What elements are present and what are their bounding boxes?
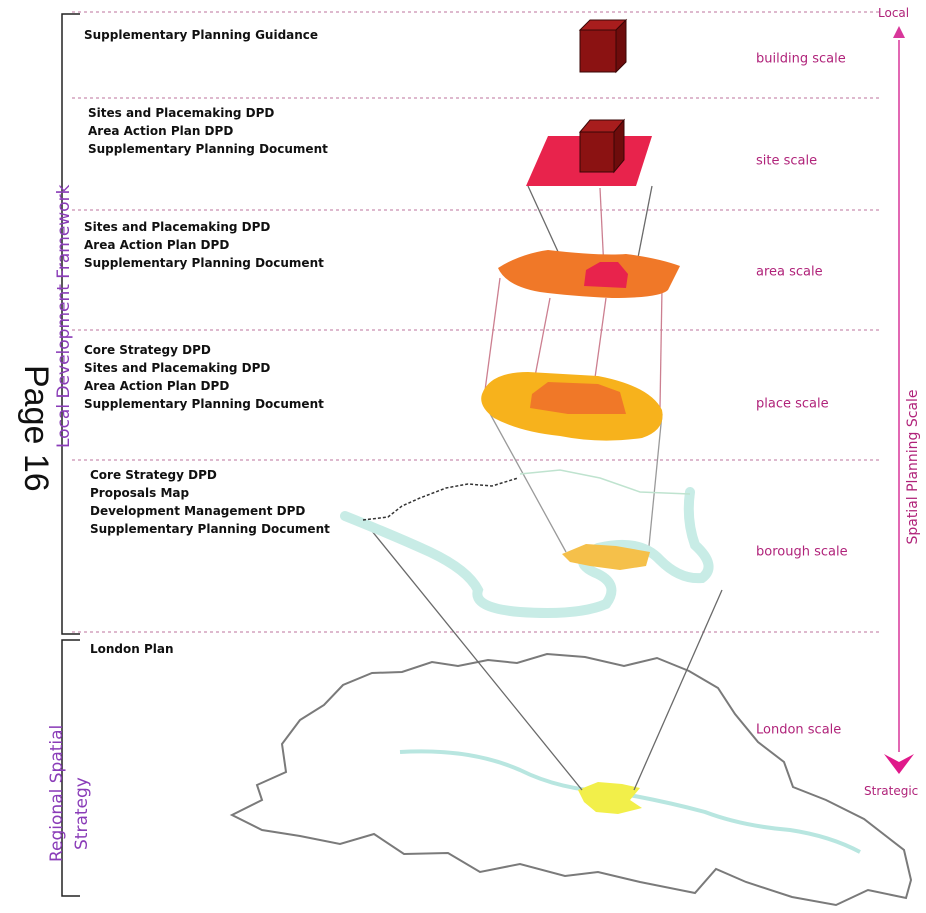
funnel-area-left (483, 277, 501, 399)
scale-label-building: building scale (756, 51, 846, 67)
document-item: Core Strategy DPD (90, 468, 217, 482)
document-item: Supplementary Planning Document (88, 142, 328, 156)
arrow-up-icon (893, 26, 905, 38)
document-item: Sites and Placemaking DPD (84, 220, 271, 234)
rss-bracket (61, 639, 80, 897)
site-cube-front (579, 131, 615, 173)
document-item: Supplementary Planning Document (84, 397, 324, 411)
building-cube-front (579, 29, 617, 73)
documents-site-scale: Sites and Placemaking DPD Area Action Pla… (88, 104, 328, 158)
funnel-borough-right (633, 589, 723, 791)
place-area-inner (530, 382, 626, 414)
scale-label-area: area scale (756, 264, 823, 280)
funnel-place-right (647, 413, 663, 557)
london-map (229, 652, 913, 907)
london-boundary (229, 652, 913, 907)
document-item: Supplementary Planning Guidance (84, 28, 319, 42)
building-cube (578, 18, 628, 74)
document-item: Area Action Plan DPD (84, 379, 230, 393)
area-site-inner (584, 262, 628, 288)
page-number: Page 16 (17, 365, 55, 492)
scale-label-borough: borough scale (756, 544, 848, 560)
documents-place-scale: Core Strategy DPD Sites and Placemaking D… (84, 341, 324, 413)
regional-spatial-strategy-title: Regional Spatial (47, 724, 67, 862)
borough-boundary-dashed (362, 477, 519, 521)
funnel-place-left (487, 409, 567, 553)
funnel-area-right (659, 287, 663, 409)
documents-area-scale: Sites and Placemaking DPD Area Action Pla… (84, 218, 324, 272)
funnel-area-mid2 (593, 297, 607, 386)
documents-borough-scale: Core Strategy DPD Proposals Map Developmen… (90, 466, 330, 538)
regional-spatial-strategy-title-line2: Strategy (72, 777, 92, 850)
documents-building-scale: Supplementary Planning Guidance (84, 26, 318, 44)
site-shape (526, 118, 652, 186)
document-item: Supplementary Planning Document (90, 522, 330, 536)
site-cube-side (613, 118, 625, 174)
scale-label-london: London scale (756, 722, 842, 738)
thames-river-london (399, 749, 861, 854)
borough-map (340, 469, 714, 618)
area-shape (498, 250, 680, 298)
framework-brackets (61, 13, 80, 897)
borough-highlight (578, 782, 642, 814)
document-item: Core Strategy DPD (84, 343, 211, 357)
documents-london-scale: London Plan (90, 640, 174, 658)
borough-shape (562, 544, 650, 570)
place-shape (481, 372, 663, 441)
scale-label-site: site scale (756, 153, 818, 169)
local-development-framework-title: Local Development Framework (54, 184, 74, 448)
document-item: Sites and Placemaking DPD (84, 361, 271, 375)
funnel-borough-left (362, 519, 583, 791)
axis-label-local: Local (878, 6, 910, 20)
document-item: Proposals Map (90, 486, 190, 500)
site-cube (578, 118, 626, 174)
document-item: Supplementary Planning Document (84, 256, 324, 270)
borough-boundary (519, 469, 691, 495)
document-item: London Plan (90, 642, 174, 656)
scale-axis (884, 26, 914, 774)
axis-label-strategic: Strategic (864, 784, 919, 798)
thames-river-borough (340, 487, 714, 618)
document-item: Sites and Placemaking DPD (88, 106, 275, 120)
document-item: Area Action Plan DPD (84, 238, 230, 252)
arrow-down-icon (884, 754, 914, 774)
building-cube-side (615, 18, 627, 74)
ldf-bracket (61, 13, 80, 635)
document-item: Development Management DPD (90, 504, 306, 518)
document-item: Area Action Plan DPD (88, 124, 234, 138)
tier-dividers (72, 11, 880, 633)
scale-label-place: place scale (756, 396, 829, 412)
spatial-planning-scale-title: Spatial Planning Scale (905, 385, 921, 549)
